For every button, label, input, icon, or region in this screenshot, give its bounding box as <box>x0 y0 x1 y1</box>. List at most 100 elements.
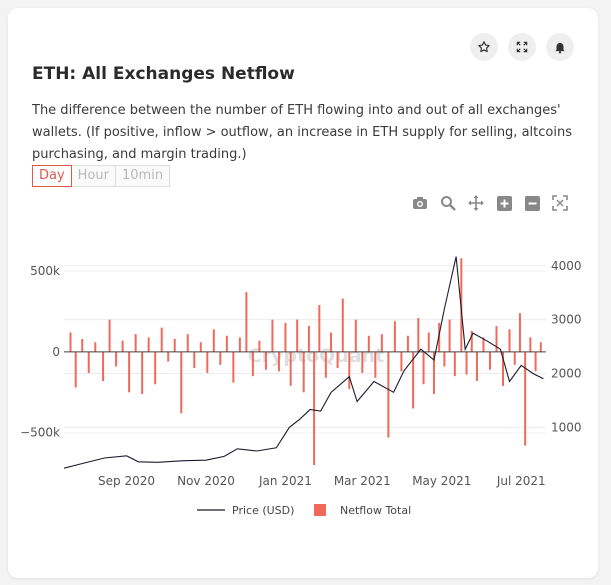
fullscreen-button[interactable] <box>508 33 536 61</box>
netflow-bar-14 <box>160 327 163 352</box>
netflow-bar-35 <box>296 319 299 352</box>
netflow-bar-36 <box>302 351 305 393</box>
x-tick-2: Jan 2021 <box>258 474 312 488</box>
netflow-bar-3 <box>87 351 90 373</box>
netflow-bar-15 <box>167 351 170 362</box>
netflow-bar-12 <box>147 337 150 352</box>
netflow-bar-1 <box>74 351 77 388</box>
y-left-tick-2: 500k <box>30 264 60 278</box>
autoscale-button[interactable] <box>551 194 569 212</box>
netflow-bars <box>69 258 542 465</box>
netflow-bar-55 <box>417 318 420 352</box>
netflow-bar-53 <box>406 335 409 352</box>
netflow-bar-76 <box>534 351 537 372</box>
netflow-bar-26 <box>238 337 241 352</box>
netflow-bar-69 <box>495 326 498 352</box>
netflow-bar-29 <box>258 340 261 352</box>
netflow-bar-68 <box>488 351 491 370</box>
netflow-bar-73 <box>518 313 521 352</box>
favorite-button[interactable] <box>470 33 498 61</box>
watermark: CryptoQuant <box>248 345 385 367</box>
netflow-bar-75 <box>529 337 532 352</box>
netflow-bar-51 <box>393 321 396 352</box>
netflow-bar-2 <box>81 339 84 352</box>
netflow-bar-56 <box>422 351 425 385</box>
zoom-out-button[interactable] <box>523 194 541 212</box>
netflow-bar-0 <box>69 332 72 352</box>
netflow-bar-31 <box>271 319 274 352</box>
netflow-bar-48 <box>374 351 377 378</box>
price-line <box>63 256 544 469</box>
netflow-bar-6 <box>108 319 111 352</box>
netflow-bar-7 <box>115 351 118 367</box>
netflow-bar-40 <box>324 351 327 378</box>
interval-tabs: Day Hour 10min <box>32 165 171 187</box>
y-right-tick-3: 4000 <box>551 259 582 273</box>
netflow-bar-23 <box>219 351 222 365</box>
netflow-bar-8 <box>121 340 124 352</box>
alert-button[interactable] <box>546 33 574 61</box>
zoom-in-icon <box>496 195 512 211</box>
x-tick-0: Sep 2020 <box>98 474 155 488</box>
zoom-in-button[interactable] <box>495 194 513 212</box>
netflow-bar-38 <box>313 351 316 465</box>
y-axis-left-labels: −500k 0 500k <box>20 264 60 440</box>
netflow-bar-33 <box>284 322 287 352</box>
bell-icon <box>555 42 565 54</box>
netflow-bar-22 <box>212 329 215 352</box>
netflow-bar-41 <box>330 332 333 352</box>
netflow-bar-54 <box>412 351 415 409</box>
netflow-bar-43 <box>341 298 344 352</box>
netflow-bar-39 <box>318 305 321 352</box>
netflow-bar-34 <box>289 351 292 386</box>
netflow-bar-60 <box>443 351 446 367</box>
y-right-tick-2: 3000 <box>551 313 582 327</box>
netflow-bar-17 <box>180 351 183 414</box>
netflow-bar-25 <box>232 351 235 383</box>
autoscale-icon <box>552 195 568 211</box>
netflow-bar-11 <box>141 351 144 394</box>
download-plot-button[interactable] <box>411 194 429 212</box>
netflow-bar-13 <box>154 351 157 385</box>
netflow-bar-32 <box>277 351 280 372</box>
chart-description: The difference between the number of ETH… <box>32 103 572 162</box>
y-axis-right-labels: 1000 2000 3000 4000 <box>551 259 582 435</box>
netflow-bar-58 <box>432 351 435 394</box>
camera-icon <box>413 197 427 209</box>
tab-hour[interactable]: Hour <box>71 165 116 187</box>
netflow-bar-70 <box>502 351 505 386</box>
netflow-bar-9 <box>128 351 131 393</box>
netflow-bar-65 <box>470 330 473 352</box>
x-tick-4: May 2021 <box>412 474 471 488</box>
y-left-tick-1: 0 <box>52 345 60 359</box>
tab-day[interactable]: Day <box>32 165 72 187</box>
y-right-tick-1: 2000 <box>551 366 582 380</box>
netflow-bar-4 <box>94 342 97 352</box>
netflow-bar-37 <box>307 326 310 352</box>
star-icon <box>478 41 490 53</box>
netflow-bar-5 <box>102 351 105 381</box>
netflow-bar-21 <box>206 351 209 373</box>
netflow-bar-45 <box>354 319 357 352</box>
y-left-tick-0: −500k <box>20 426 60 440</box>
legend-netflow-swatch <box>314 504 326 516</box>
zoom-tool[interactable] <box>439 194 457 212</box>
x-tick-1: Nov 2020 <box>177 474 235 488</box>
netflow-bar-59 <box>438 322 441 352</box>
netflow-bar-67 <box>482 337 485 352</box>
pan-tool[interactable] <box>467 194 485 212</box>
netflow-bar-72 <box>513 351 516 365</box>
netflow-bar-42 <box>336 351 339 369</box>
netflow-bar-77 <box>539 342 542 352</box>
netflow-bar-24 <box>225 335 228 352</box>
netflow-bar-71 <box>508 329 511 352</box>
netflow-bar-57 <box>427 332 430 352</box>
legend-netflow-label[interactable]: Netflow Total <box>340 504 411 517</box>
tab-10min[interactable]: 10min <box>116 165 171 187</box>
netflow-bar-47 <box>367 335 370 352</box>
x-axis-labels: Sep 2020 Nov 2020 Jan 2021 Mar 2021 May 2021… <box>98 474 546 488</box>
netflow-bar-18 <box>186 334 189 352</box>
legend-price-label[interactable]: Price (USD) <box>232 504 294 517</box>
netflow-bar-64 <box>465 351 468 375</box>
